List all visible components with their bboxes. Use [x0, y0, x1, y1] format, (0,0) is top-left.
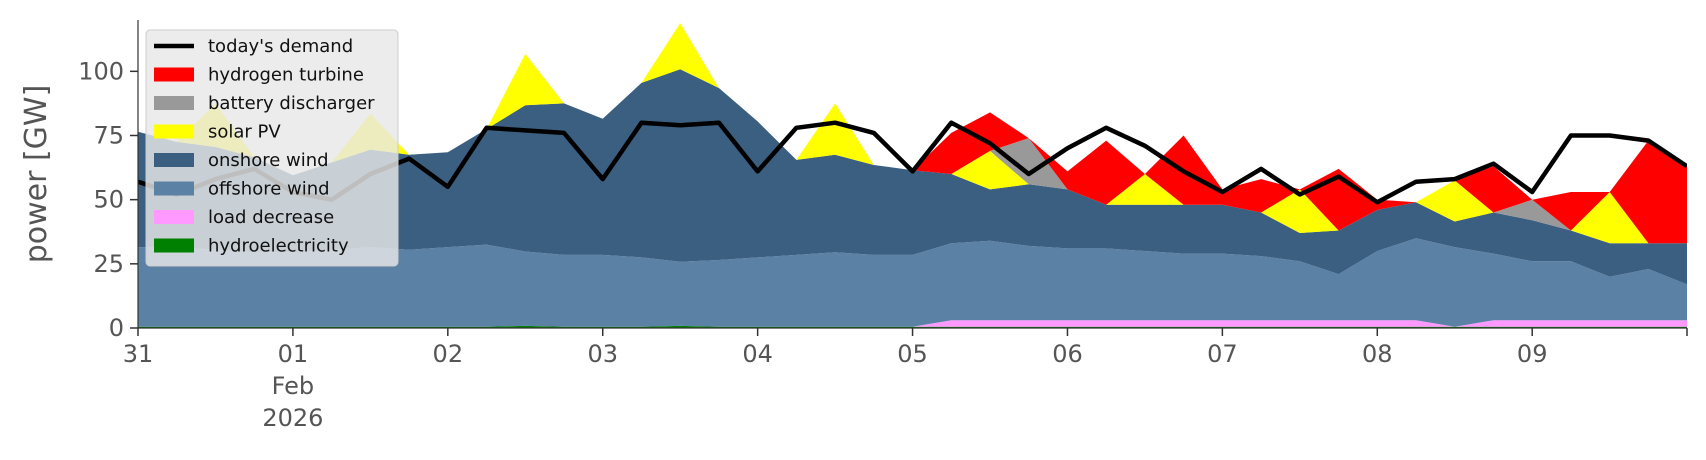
area-solar-pv [138, 23, 1687, 244]
x-tick-label: 04 [742, 340, 773, 368]
area-onshore-wind [138, 69, 1687, 285]
x-tick-sublabel: Feb [272, 372, 315, 400]
legend-label-solar-pv: solar PV [208, 122, 281, 143]
legend-swatch-hydroelectricity [154, 238, 194, 253]
x-tick-label: 03 [587, 340, 618, 368]
legend-label-today-s-demand: today's demand [208, 36, 353, 57]
x-tick-sublabel: 2026 [262, 404, 323, 432]
area-load-decrease [138, 320, 1687, 327]
area-offshore-wind [138, 238, 1687, 327]
legend-label-offshore-wind: offshore wind [208, 179, 330, 200]
x-tick-label: 01 [278, 340, 309, 368]
legend-label-hydrogen-turbine: hydrogen turbine [208, 65, 364, 86]
axes: 0 25 50 75 100 31 01 Feb 2026 02 03 04 05 06 07 08 09 pow… [19, 20, 1688, 432]
legend-label-hydroelectricity: hydroelectricity [208, 236, 349, 257]
y-tick-label: 0 [109, 314, 124, 342]
legend-label-battery-discharger: battery discharger [208, 93, 375, 114]
legend-label-onshore-wind: onshore wind [208, 150, 329, 171]
legend-swatch-battery-discharger [154, 96, 194, 110]
legend-swatch-load-decrease [154, 210, 194, 224]
x-tick-label: 08 [1362, 340, 1393, 368]
legend-swatch-onshore-wind [154, 153, 194, 167]
legend-box [145, 29, 399, 267]
legend-swatch-hydrogen-turbine [154, 67, 194, 82]
x-tick-label: 31 [123, 340, 154, 368]
x-tick-label: 09 [1517, 340, 1548, 368]
x-tick-label: 02 [433, 340, 464, 368]
plot-area [138, 23, 1687, 328]
x-tick-label: 07 [1207, 340, 1238, 368]
y-tick-label: 100 [78, 57, 124, 85]
legend-label-load-decrease: load decrease [208, 207, 334, 228]
y-tick-label: 50 [93, 186, 124, 214]
x-tick-label: 05 [897, 340, 928, 368]
legend-swatch-offshore-wind [154, 181, 194, 196]
legend: today's demand hydrogen turbine battery di… [145, 29, 399, 267]
x-tick-label: 06 [1052, 340, 1083, 368]
y-tick-label: 75 [93, 122, 124, 150]
y-tick-label: 25 [93, 250, 124, 278]
legend-swatch-solar-pv [154, 124, 194, 139]
y-axis-title: power [GW] [19, 85, 54, 264]
